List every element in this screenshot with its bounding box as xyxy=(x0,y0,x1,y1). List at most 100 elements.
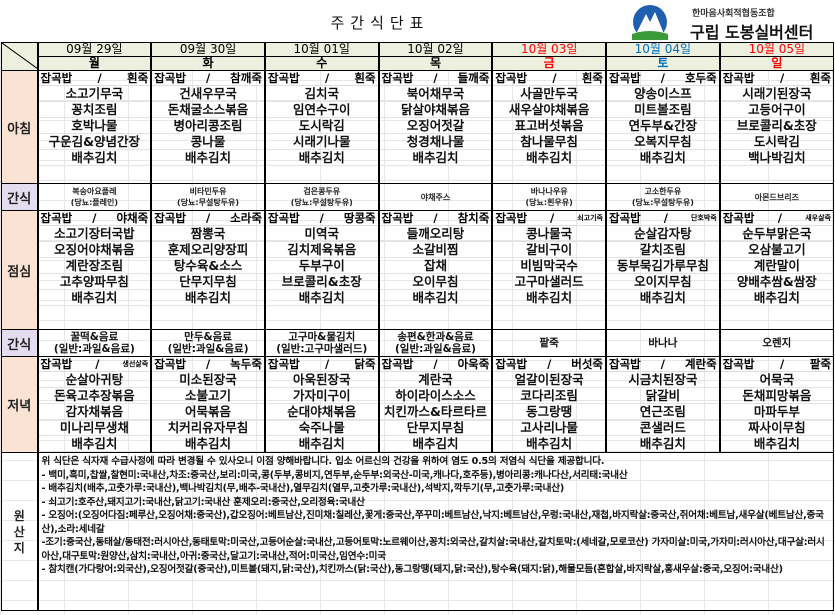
breakfast-cell: 잡곡밥 / 호두죽 양송이스프 미트볼조림 연두부&간장 오복지무침 배추김치 xyxy=(605,70,721,184)
porridge-line: 잡곡밥 / 소라죽 xyxy=(153,211,264,226)
snack-item: 바나나 xyxy=(648,337,678,349)
porridge-name: 야채죽 xyxy=(116,211,149,226)
snack-item: (당뇨:무설탕두유) xyxy=(290,198,353,207)
dish-item: 오이지무침 xyxy=(608,274,719,290)
dish-item: 호박나물 xyxy=(39,118,151,134)
separator: / xyxy=(95,357,100,372)
dish-item: 고추양파무침 xyxy=(39,274,151,290)
porridge-name: 아욱죽 xyxy=(457,357,490,372)
weekday-cell: 목 xyxy=(377,56,493,71)
dish-item: 닭갈비 xyxy=(608,388,719,404)
rice-label: 잡곡밥 xyxy=(40,71,73,86)
dish-item: 탕수육&소스 xyxy=(153,258,264,274)
dish-item: 두부구이 xyxy=(266,258,378,274)
note-line: - 배추김치(배추,고춧가루:국내산),백나박김치(무,배추-국내산),열무김치… xyxy=(41,483,565,494)
porridge-line: 잡곡밥 / 버섯죽 xyxy=(494,357,606,372)
porridge-line: 잡곡밥 / 생선살죽 xyxy=(39,357,151,372)
snack-item: 비타민두유 xyxy=(189,187,227,196)
dish-item: 치킨까스&타르타르 xyxy=(380,404,492,420)
weekday-cell: 수 xyxy=(263,56,380,71)
separator: / xyxy=(92,211,97,226)
rice-label: 잡곡밥 xyxy=(154,211,186,226)
dish-item: 배추김치 xyxy=(266,436,378,452)
corner-cell xyxy=(1,42,38,71)
porridge-name: 녹두죽 xyxy=(230,357,262,372)
separator: / xyxy=(660,357,665,372)
snack-item: 아몬드브리즈 xyxy=(754,192,799,202)
porridge-name: 들깨죽 xyxy=(457,71,490,86)
porridge-line: 잡곡밥 / 야채죽 xyxy=(39,211,151,226)
porridge-name: 호두죽 xyxy=(684,71,717,86)
dish-item: 연근조림 xyxy=(608,404,719,420)
dish-item: 잡채 xyxy=(380,258,492,274)
snack-cell: 아몬드브리즈 xyxy=(718,183,834,211)
dish-item: 마파두부 xyxy=(721,404,833,420)
dish-item: 얼갈이된장국 xyxy=(494,372,606,388)
separator: / xyxy=(663,211,668,226)
dish-item: 배추김치 xyxy=(608,290,719,306)
snack-item: (당뇨:무설탕두유) xyxy=(631,198,694,207)
snack-cell: 고구마&물김치 (일반:고구마샐러드) xyxy=(263,329,380,357)
date-cell: 10월 03일 xyxy=(491,42,607,57)
porridge-name: 닭죽 xyxy=(354,357,376,372)
dinner-row: 저녁 잡곡밥 / 생선살죽 순살아귀탕 돈육고추장볶음 감자채볶음 미나리무생채 배추김치 잡곡밥… xyxy=(1,356,834,453)
rice-label: 잡곡밥 xyxy=(267,357,300,372)
porridge-line: 잡곡밥 / 참치죽 xyxy=(380,212,492,226)
rice-label: 잡곡밥 xyxy=(495,357,528,372)
snack-cell: 검은콩두유 (당뇨:무설탕두유) xyxy=(263,183,380,211)
porridge-name: 생선살죽 xyxy=(122,360,149,368)
dish-item: 고등어구이 xyxy=(721,102,833,118)
snack-item: 야채주스 xyxy=(420,192,451,202)
breakfast-cell: 잡곡밥 / 참깨죽 건새우무국 돈채굴소스볶음 병아리콩조림 콩나물 배추김치 xyxy=(150,70,266,184)
rice-label: 잡곡밥 xyxy=(722,211,755,226)
dish-item: 꽁치조림 xyxy=(39,102,151,118)
snack-item: (당뇨:흰우유) xyxy=(525,198,573,207)
lunch-cell: 잡곡밥 / 단호박죽 순살감자탕 갈치조림 동부묵김가루무침 오이지무침 배추김치 xyxy=(605,210,721,330)
note-line: - 백미,흑미,찹쌀,찰현미:국내산,차조:중국산,보리:미국,콩(두부,콩비지… xyxy=(41,469,628,481)
porridge-line: 잡곡밥 / 땅콩죽 xyxy=(266,211,378,226)
rice-label: 잡곡밥 xyxy=(381,71,414,86)
dish-item: 양송이스프 xyxy=(608,86,719,102)
snack-cell: 오렌지 xyxy=(718,329,834,357)
dinner-cell: 잡곡밥 / 아욱죽 계란국 하이라이스소스 치킨까스&타르타르 단무지무침 배추김치 xyxy=(377,356,493,453)
dish-item: 순두부맑은국 xyxy=(721,226,833,242)
dish-item: 소고기무국 xyxy=(39,86,151,102)
dish-item: 동부묵김가루무침 xyxy=(608,258,719,274)
separator: / xyxy=(324,357,330,372)
rice-label: 잡곡밥 xyxy=(495,211,528,226)
dish-item: 시래기나물 xyxy=(266,134,378,150)
date-cell: 09월 29일 xyxy=(36,42,152,57)
snack-cell: 바나나우유 (당뇨:흰우유) xyxy=(491,183,607,211)
dish-item: 건새우무국 xyxy=(153,86,264,102)
dish-item: 계란장조림 xyxy=(39,258,151,274)
porridge-name: 흰죽 xyxy=(354,71,376,86)
porridge-line: 잡곡밥 / 쇠고기죽 xyxy=(494,211,606,226)
logo: 한마음사회적협동조합 구립 도봉실버센터 xyxy=(628,4,833,42)
snack-cell: 만두&음료 (일반:과일&음료) xyxy=(150,329,266,357)
porridge-name: 버섯죽 xyxy=(571,357,604,372)
logo-center-name: 구립 도봉실버센터 xyxy=(690,23,814,42)
dish-item: 백나박김치 xyxy=(721,150,833,166)
porridge-name: 새우살죽 xyxy=(805,214,831,222)
separator: / xyxy=(780,71,785,86)
dish-item: 오징어야채볶음 xyxy=(39,242,151,258)
weekday-cell: 월 xyxy=(36,56,152,71)
breakfast-cell: 잡곡밥 / 흰죽 소고기무국 꽁치조림 호박나물 구운김&양념간장 배추김치 xyxy=(36,70,152,184)
logo-org-text: 한마음사회적협동조합 xyxy=(692,9,775,19)
lunch-cell: 잡곡밥 / 새우살죽 순두부맑은국 오삼불고기 계란말이 양배추쌈&쌈장 배추김치 xyxy=(718,210,834,330)
separator: / xyxy=(319,211,324,226)
date-cell: 10월 02일 xyxy=(377,42,493,57)
breakfast-cell: 잡곡밥 / 흰죽 사골만두국 새우살야채볶음 표고버섯볶음 참나물무침 배추김치 xyxy=(491,70,607,184)
dish-item: 연두부&간장 xyxy=(608,118,719,134)
date-cell: 10월 04일 xyxy=(605,42,721,57)
dish-item: 북어채무국 xyxy=(380,86,492,102)
note-line: - 쇠고기:호주산,돼지고기:국내산,닭고기:국내산 훈제오리:중국산,오리정육… xyxy=(41,496,365,508)
dish-item: 병아리콩조림 xyxy=(153,118,264,134)
porridge-line: 잡곡밥 / 녹두죽 xyxy=(153,357,264,372)
dinner-label: 저녁 xyxy=(1,356,38,453)
dish-item: 미소된장국 xyxy=(153,372,264,388)
breakfast-cell: 잡곡밥 / 흰죽 시래기된장국 고등어구이 브로콜리&초장 도시락김 백나박김치 xyxy=(718,70,834,184)
dish-item: 갈치조림 xyxy=(608,242,719,258)
dish-item: 훈제오리양장피 xyxy=(153,242,264,258)
porridge-line: 잡곡밥 / 흰죽 xyxy=(266,71,378,86)
